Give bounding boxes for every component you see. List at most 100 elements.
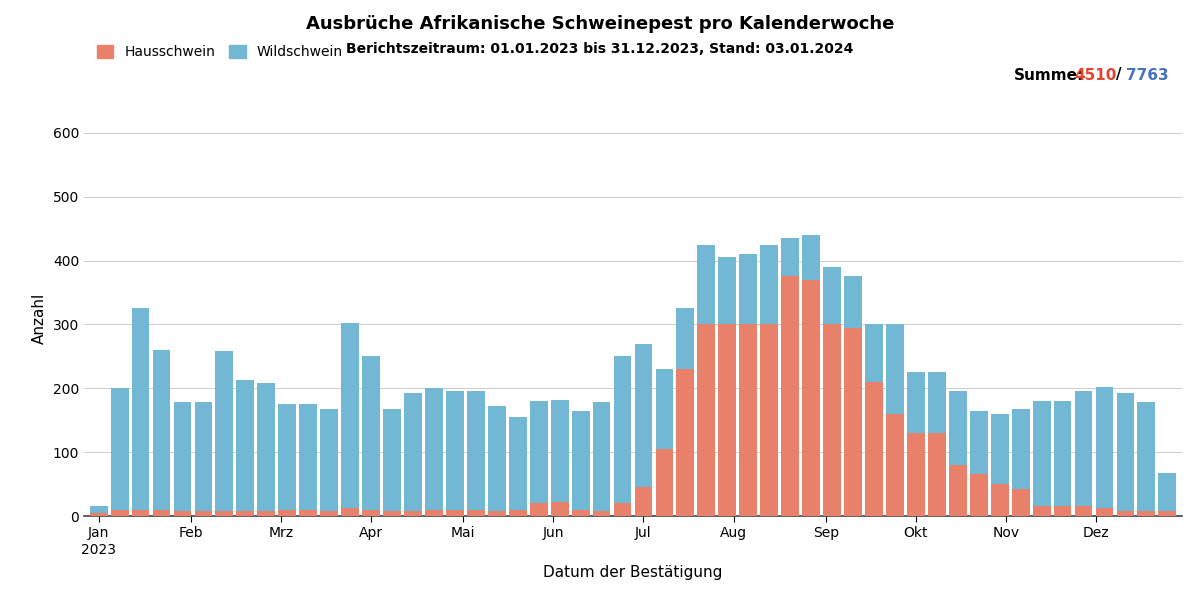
Bar [425, 509, 443, 516]
Bar [1138, 403, 1156, 516]
Bar [865, 382, 883, 516]
Bar [1158, 473, 1176, 516]
Bar [132, 308, 150, 516]
Bar [488, 511, 505, 516]
Bar [467, 391, 485, 516]
Text: 7763: 7763 [1126, 67, 1169, 82]
Bar [991, 414, 1009, 516]
Bar [823, 325, 841, 516]
Bar [152, 350, 170, 516]
Bar [1158, 511, 1176, 516]
Bar [236, 380, 254, 516]
Bar [593, 511, 611, 516]
Bar [991, 484, 1009, 516]
Bar [341, 323, 359, 516]
Bar [781, 238, 799, 516]
Bar [551, 502, 569, 516]
Bar [1096, 387, 1114, 516]
Bar [677, 369, 695, 516]
Bar [530, 401, 547, 516]
Bar [1138, 511, 1156, 516]
Bar [509, 509, 527, 516]
Bar [928, 372, 946, 516]
Bar [257, 383, 275, 516]
Bar [865, 325, 883, 516]
Y-axis label: Anzahl: Anzahl [32, 292, 47, 344]
X-axis label: Datum der Bestätigung: Datum der Bestätigung [544, 565, 722, 580]
Bar [194, 511, 212, 516]
Bar [174, 511, 191, 516]
Bar [467, 509, 485, 516]
Bar [174, 403, 191, 516]
Bar [320, 409, 338, 516]
Bar [551, 400, 569, 516]
Bar [571, 410, 589, 516]
Bar [928, 433, 946, 516]
Bar [571, 509, 589, 516]
Bar [446, 391, 463, 516]
Bar [844, 277, 862, 516]
Bar [383, 409, 401, 516]
Bar [404, 393, 422, 516]
Bar [1054, 506, 1072, 516]
Bar [886, 325, 904, 516]
Bar [299, 404, 317, 516]
Bar [1075, 506, 1092, 516]
Bar [719, 257, 736, 516]
Legend: Hausschwein, Wildschwein: Hausschwein, Wildschwein [91, 40, 348, 65]
Bar [970, 410, 988, 516]
Bar [194, 403, 212, 516]
Bar [907, 433, 925, 516]
Bar [635, 487, 653, 516]
Bar [739, 254, 757, 516]
Bar [1116, 393, 1134, 516]
Bar [132, 509, 150, 516]
Bar [739, 325, 757, 516]
Bar [110, 509, 128, 516]
Bar [970, 475, 988, 516]
Bar [697, 245, 715, 516]
Bar [90, 506, 108, 516]
Bar [949, 391, 967, 516]
Bar [530, 503, 547, 516]
Text: Summe:: Summe: [1014, 67, 1085, 82]
Bar [278, 404, 296, 516]
Bar [446, 509, 463, 516]
Bar [216, 511, 233, 516]
Bar [844, 328, 862, 516]
Bar [803, 280, 820, 516]
Bar [635, 344, 653, 516]
Bar [216, 351, 233, 516]
Bar [677, 308, 695, 516]
Bar [488, 406, 505, 516]
Text: 4510: 4510 [1074, 67, 1116, 82]
Bar [1012, 409, 1030, 516]
Bar [404, 511, 422, 516]
Bar [781, 277, 799, 516]
Bar [90, 513, 108, 516]
Bar [425, 388, 443, 516]
Bar [1033, 506, 1050, 516]
Bar [949, 465, 967, 516]
Bar [613, 503, 631, 516]
Bar [1012, 489, 1030, 516]
Bar [593, 403, 611, 516]
Bar [383, 511, 401, 516]
Text: /: / [1116, 67, 1122, 82]
Bar [362, 509, 380, 516]
Bar [761, 325, 778, 516]
Bar [761, 245, 778, 516]
Bar [1033, 401, 1050, 516]
Bar [907, 372, 925, 516]
Bar [509, 417, 527, 516]
Bar [362, 356, 380, 516]
Bar [320, 511, 338, 516]
Bar [299, 509, 317, 516]
Bar [341, 508, 359, 516]
Bar [1116, 511, 1134, 516]
Bar [110, 388, 128, 516]
Bar [613, 356, 631, 516]
Bar [886, 414, 904, 516]
Bar [152, 509, 170, 516]
Text: Ausbrüche Afrikanische Schweinepest pro Kalenderwoche: Ausbrüche Afrikanische Schweinepest pro … [306, 15, 894, 33]
